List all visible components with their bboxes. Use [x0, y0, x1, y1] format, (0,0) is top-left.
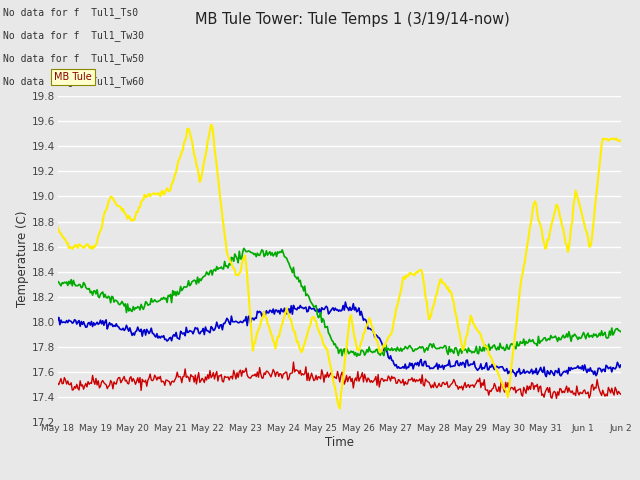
Text: No data forg   Tul1_Tw60: No data forg Tul1_Tw60 [3, 76, 144, 87]
Text: MB Tule Tower: Tule Temps 1 (3/19/14-now): MB Tule Tower: Tule Temps 1 (3/19/14-now… [195, 12, 509, 27]
Text: MB Tule: MB Tule [54, 72, 92, 82]
Y-axis label: Temperature (C): Temperature (C) [16, 211, 29, 308]
X-axis label: Time: Time [324, 435, 354, 449]
Text: No data for f  Tul1_Tw50: No data for f Tul1_Tw50 [3, 53, 144, 64]
Text: No data for f  Tul1_Ts0: No data for f Tul1_Ts0 [3, 7, 138, 18]
Text: No data for f  Tul1_Tw30: No data for f Tul1_Tw30 [3, 30, 144, 41]
